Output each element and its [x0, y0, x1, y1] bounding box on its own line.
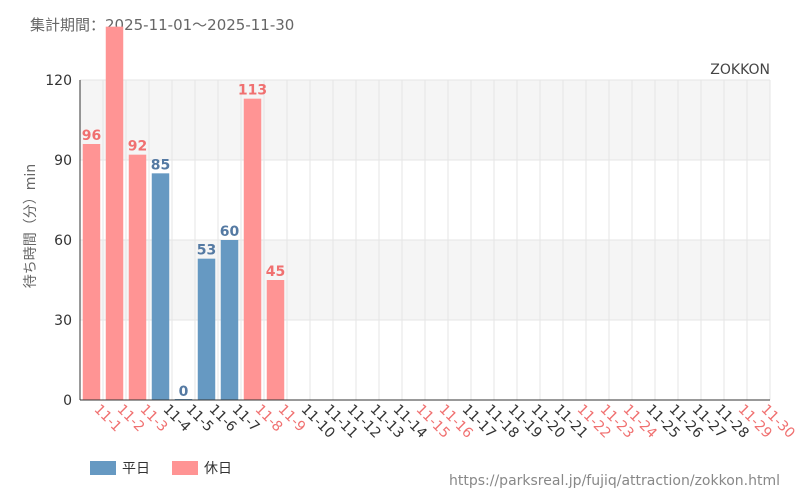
source-url: https://parksreal.jp/fujiq/attraction/zo… — [449, 473, 780, 489]
y-tick-label: 0 — [63, 393, 72, 409]
bar-11-6 — [197, 258, 216, 400]
legend-label-weekday: 平日 — [122, 461, 150, 477]
legend-swatch-holiday — [172, 461, 198, 475]
value-label-11-8: 113 — [238, 83, 267, 99]
attraction-name: ZOKKON — [710, 62, 770, 78]
y-tick-label: 60 — [54, 233, 72, 249]
legend-swatch-weekday — [90, 461, 116, 475]
bar-11-3 — [128, 154, 147, 400]
y-tick-label: 120 — [45, 73, 72, 89]
value-label-11-9: 45 — [266, 264, 285, 280]
value-label-11-5: 0 — [179, 384, 189, 400]
bar-11-7 — [220, 240, 239, 400]
legend-label-holiday: 休日 — [204, 461, 232, 477]
legend-item-weekday: 平日 — [90, 458, 150, 478]
bar-11-2 — [105, 26, 124, 401]
value-label-11-1: 96 — [82, 128, 101, 144]
y-tick-label: 30 — [54, 313, 72, 329]
bar-11-4 — [151, 173, 170, 400]
bar-11-1 — [82, 144, 101, 400]
y-axis-label: 待ち時間（分）min — [23, 164, 39, 288]
value-label-11-7: 60 — [220, 224, 240, 240]
legend: 平日 休日 — [90, 458, 232, 478]
y-tick-label: 90 — [54, 153, 72, 169]
period-label: 集計期間：2025-11-01〜2025-11-30 — [30, 16, 295, 34]
bar-11-8 — [243, 98, 262, 401]
bar-11-9 — [266, 280, 285, 400]
value-label-11-4: 85 — [151, 157, 170, 173]
value-label-11-6: 53 — [197, 243, 216, 259]
legend-item-holiday: 休日 — [172, 458, 232, 478]
value-label-11-3: 92 — [128, 139, 147, 155]
